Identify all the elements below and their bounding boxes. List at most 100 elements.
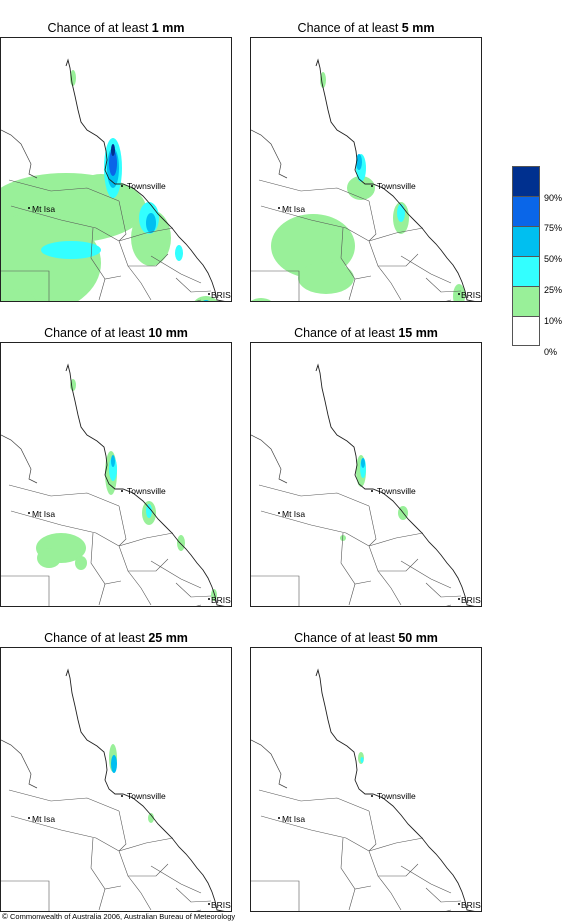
- copyright-notice: © Commonwealth of Australia 2006, Austra…: [2, 912, 235, 922]
- region-border: [368, 837, 424, 852]
- town-marker: [121, 795, 123, 797]
- town-marker: [121, 490, 123, 492]
- region-border: [175, 887, 212, 903]
- rainfall-map: Townsville Mt Isa BRIS: [251, 668, 481, 911]
- rainfall-area: [41, 241, 101, 259]
- town-marker: [208, 293, 210, 295]
- region-border: [368, 532, 424, 547]
- region-border: [118, 532, 174, 547]
- rainfall-area: [251, 298, 271, 301]
- rainfall-area: [111, 144, 115, 156]
- region-border: [90, 532, 122, 585]
- place-label-bris: BRIS: [461, 595, 481, 605]
- rainfall-area: [111, 455, 115, 467]
- rainfall-area: [361, 458, 365, 468]
- legend-label: 75%: [544, 223, 563, 233]
- region-border: [127, 875, 152, 911]
- place-label-bris: BRIS: [461, 290, 481, 300]
- region-border: [258, 179, 370, 202]
- rainfall-area: [148, 813, 154, 823]
- legend-swatch: [512, 166, 540, 196]
- legend-swatch: [512, 196, 540, 226]
- legend-swatch: [512, 226, 540, 256]
- rainfall-area: [175, 245, 183, 261]
- region-border: [260, 205, 370, 242]
- map-frame: Townsville Mt Isa BRIS: [0, 342, 232, 607]
- map-frame: Townsville Mt Isa BRIS: [0, 647, 232, 912]
- region-border: [446, 909, 452, 911]
- map-frame: Townsville Mt Isa BRIS: [250, 647, 482, 912]
- place-label-bris: BRIS: [461, 900, 481, 910]
- gulf-coastline: [251, 434, 288, 484]
- rainfall-area: [360, 757, 364, 763]
- town-marker: [121, 185, 123, 187]
- place-label-mt-isa: Mt Isa: [32, 814, 55, 824]
- place-label-townsville: Townsville: [377, 486, 416, 496]
- region-border: [377, 875, 402, 911]
- place-label-bris: BRIS: [211, 290, 231, 300]
- region-border: [127, 265, 152, 301]
- region-border: [400, 865, 452, 894]
- region-border: [425, 582, 462, 598]
- region-border: [425, 277, 462, 293]
- legend-swatch: [512, 256, 540, 286]
- region-border: [400, 255, 452, 284]
- region-border: [175, 582, 212, 598]
- region-border: [368, 227, 424, 242]
- region-border: [98, 888, 106, 911]
- region-border: [1, 880, 50, 911]
- town-marker: [458, 293, 460, 295]
- region-border: [98, 278, 106, 301]
- legend-swatch: [512, 316, 540, 346]
- coastline: [315, 58, 475, 301]
- region-border: [8, 484, 120, 507]
- rainfall-map: Townsville Mt Isa BRIS: [1, 668, 231, 911]
- region-border: [340, 837, 372, 890]
- rainfall-area: [340, 535, 346, 541]
- town-marker: [371, 795, 373, 797]
- rainfall-area: [111, 755, 117, 773]
- town-marker: [28, 512, 30, 514]
- place-label-bris: BRIS: [211, 595, 231, 605]
- region-border: [348, 888, 356, 911]
- rainfall-area: [397, 204, 405, 222]
- place-label-mt-isa: Mt Isa: [282, 814, 305, 824]
- rainfall-area: [75, 556, 87, 570]
- town-marker: [371, 490, 373, 492]
- rainfall-area: [1, 289, 36, 301]
- region-border: [10, 510, 120, 547]
- place-label-mt-isa: Mt Isa: [32, 509, 55, 519]
- rainfall-map: Townsville Mt Isa BRIS: [251, 363, 481, 606]
- region-border: [118, 837, 174, 852]
- map-frame: Townsville Mt Isa BRIS: [250, 342, 482, 607]
- town-marker: [458, 903, 460, 905]
- region-border: [90, 227, 122, 280]
- place-label-townsville: Townsville: [127, 486, 166, 496]
- rainfall-area: [203, 300, 209, 301]
- region-border: [251, 270, 300, 301]
- region-border: [8, 789, 120, 812]
- town-marker: [278, 512, 280, 514]
- region-border: [340, 532, 372, 585]
- region-border: [377, 265, 402, 301]
- rainfall-area: [356, 154, 362, 170]
- gulf-coastline: [251, 129, 288, 179]
- coastline: [315, 668, 475, 911]
- map-frame: Townsville Mt Isa BRIS: [0, 37, 232, 302]
- legend-label: 10%: [544, 316, 563, 326]
- rainfall-map: Townsville Mt Isa BRIS: [1, 363, 231, 606]
- region-border: [377, 570, 402, 606]
- rainfall-area: [177, 535, 185, 551]
- place-label-mt-isa: Mt Isa: [282, 204, 305, 214]
- rainfall-map: Townsville Mt Isa BRIS: [251, 58, 481, 301]
- region-border: [90, 837, 122, 890]
- rainfall-area: [1, 213, 101, 301]
- region-border: [368, 200, 419, 267]
- rainfall-area: [109, 150, 117, 176]
- region-border: [251, 880, 300, 911]
- panel-title: Chance of at least 1 mm: [47, 21, 185, 35]
- rainfall-area: [271, 214, 355, 278]
- town-marker: [371, 185, 373, 187]
- town-marker: [278, 817, 280, 819]
- legend-label: 0%: [544, 347, 558, 357]
